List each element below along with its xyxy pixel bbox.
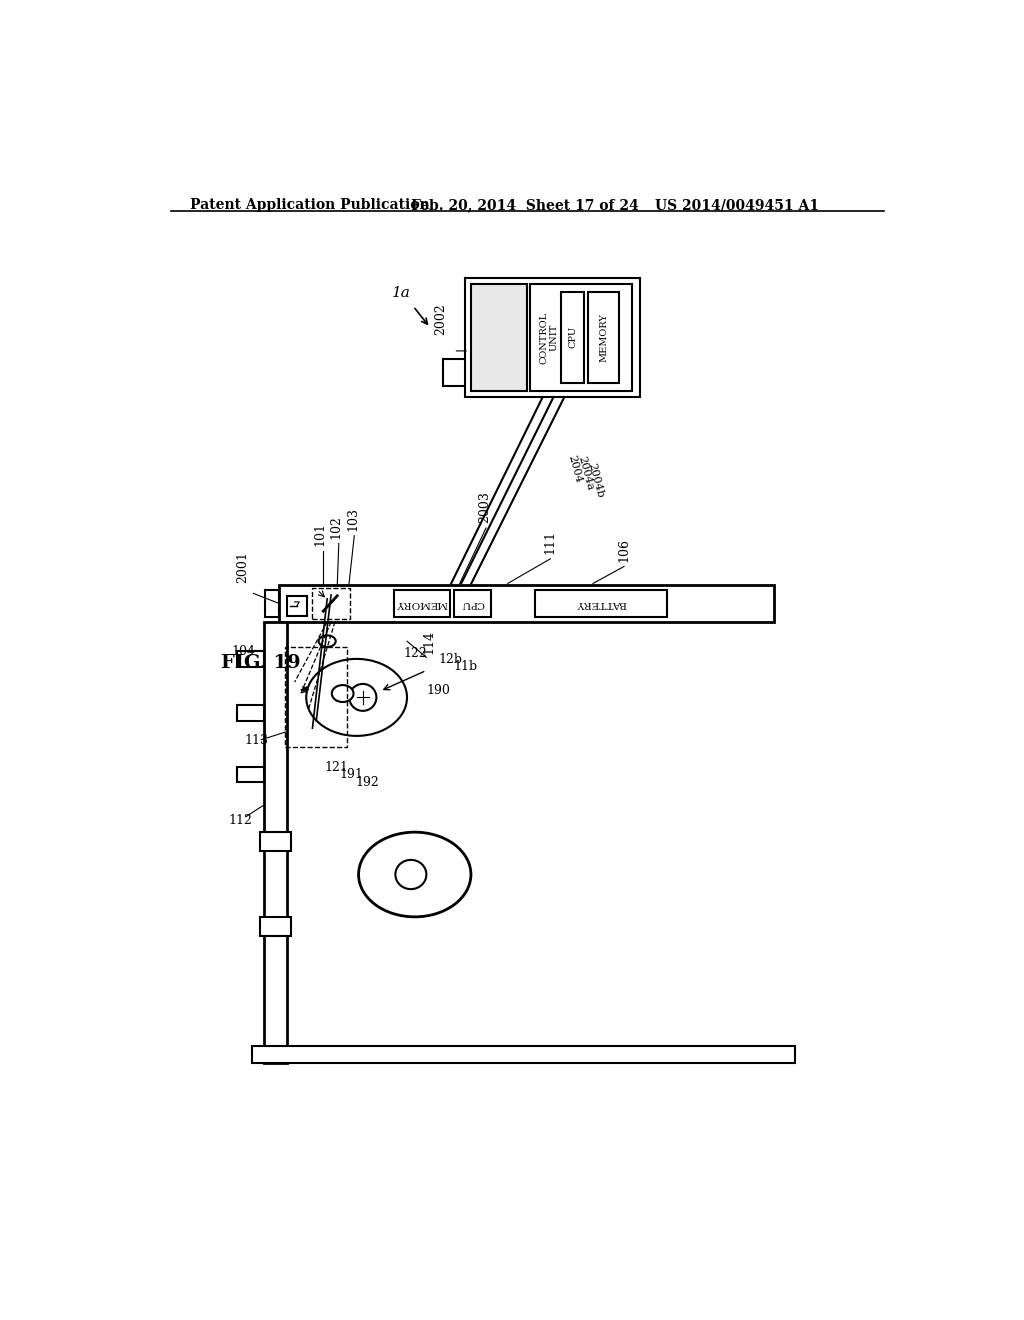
Text: 192: 192 bbox=[355, 776, 379, 789]
Text: 2002: 2002 bbox=[434, 302, 447, 335]
Text: 102: 102 bbox=[329, 515, 342, 539]
Text: 2004: 2004 bbox=[566, 454, 583, 484]
Bar bbox=[287, 595, 307, 615]
Bar bbox=[443, 359, 465, 385]
Bar bbox=[561, 292, 585, 383]
Bar bbox=[265, 590, 280, 618]
Text: 191: 191 bbox=[340, 768, 364, 781]
Text: FIG. 19: FIG. 19 bbox=[221, 653, 301, 672]
Text: 113: 113 bbox=[245, 734, 268, 747]
Text: 111: 111 bbox=[544, 531, 557, 554]
Text: 1a: 1a bbox=[391, 286, 411, 300]
Text: MEMORY: MEMORY bbox=[396, 599, 447, 609]
Ellipse shape bbox=[318, 635, 336, 647]
Bar bbox=[237, 705, 263, 721]
Bar bbox=[311, 589, 350, 619]
Text: BATTERY: BATTERY bbox=[575, 599, 626, 609]
Bar bbox=[455, 590, 492, 616]
Text: 190: 190 bbox=[426, 684, 451, 697]
Text: MEMORY: MEMORY bbox=[599, 313, 608, 362]
Bar bbox=[237, 651, 263, 667]
Bar bbox=[260, 832, 291, 851]
Bar bbox=[465, 277, 640, 397]
Bar bbox=[260, 917, 291, 936]
Text: 12b: 12b bbox=[438, 653, 462, 665]
Ellipse shape bbox=[332, 685, 353, 702]
Text: CONTROL
UNIT: CONTROL UNIT bbox=[539, 312, 558, 363]
Bar bbox=[589, 292, 620, 383]
Text: 2004b: 2004b bbox=[586, 462, 605, 499]
Bar bbox=[286, 647, 347, 747]
Text: 103: 103 bbox=[346, 507, 359, 531]
Bar bbox=[263, 622, 287, 1063]
Text: 101: 101 bbox=[313, 523, 327, 546]
Text: 11b: 11b bbox=[454, 660, 477, 673]
Bar bbox=[280, 585, 773, 622]
Ellipse shape bbox=[306, 659, 407, 737]
Text: 2003: 2003 bbox=[478, 491, 490, 523]
Text: CPU: CPU bbox=[461, 599, 484, 609]
Text: Feb. 20, 2014  Sheet 17 of 24: Feb. 20, 2014 Sheet 17 of 24 bbox=[411, 198, 639, 213]
Text: 121: 121 bbox=[324, 760, 348, 774]
Ellipse shape bbox=[395, 859, 426, 890]
Bar bbox=[237, 767, 263, 781]
Text: 122: 122 bbox=[403, 647, 428, 660]
Bar bbox=[471, 284, 527, 391]
Text: 112: 112 bbox=[228, 814, 253, 828]
Text: 2004a: 2004a bbox=[575, 455, 595, 491]
Text: US 2014/0049451 A1: US 2014/0049451 A1 bbox=[655, 198, 819, 213]
Text: 114: 114 bbox=[423, 630, 435, 655]
Text: CPU: CPU bbox=[568, 326, 578, 348]
Bar bbox=[394, 590, 451, 616]
Text: 106: 106 bbox=[617, 537, 631, 562]
Text: 104: 104 bbox=[231, 645, 255, 659]
Ellipse shape bbox=[358, 832, 471, 917]
Bar bbox=[252, 1047, 795, 1063]
Text: 2001: 2001 bbox=[237, 552, 249, 583]
Text: Patent Application Publication: Patent Application Publication bbox=[190, 198, 430, 213]
Ellipse shape bbox=[349, 684, 377, 711]
Bar bbox=[530, 284, 632, 391]
Bar bbox=[535, 590, 667, 616]
